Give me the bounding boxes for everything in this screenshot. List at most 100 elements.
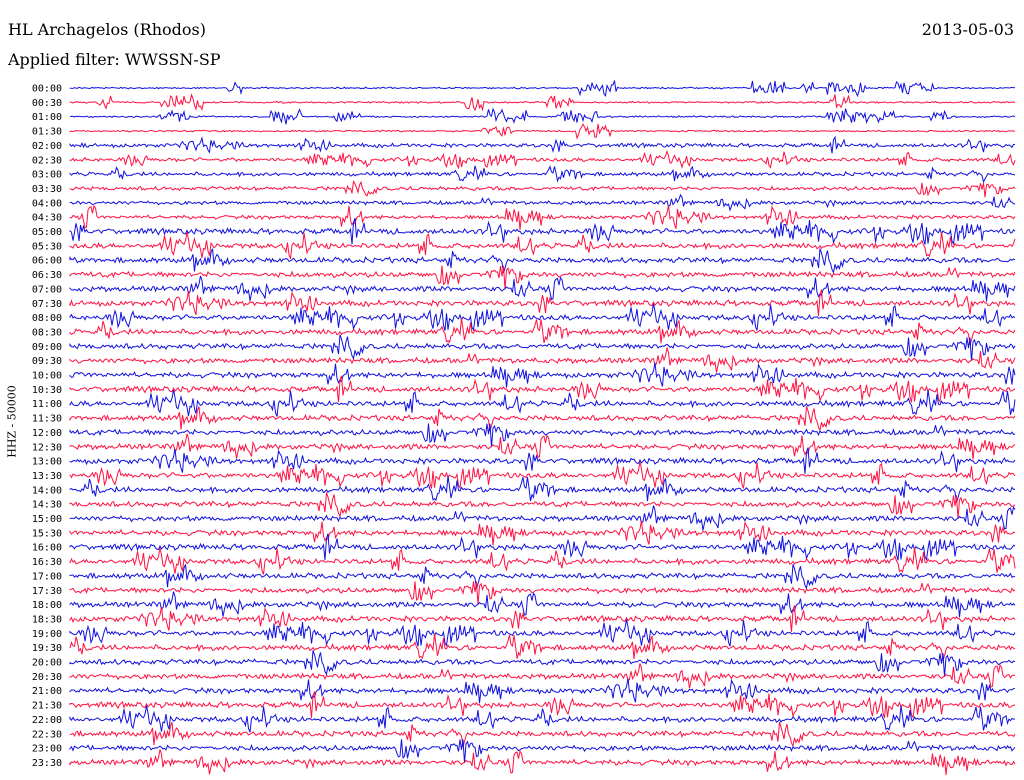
time-label: 08:30 [32, 327, 62, 338]
trace-line [69, 705, 1016, 733]
time-label: 22:00 [32, 715, 62, 726]
time-label: 05:30 [32, 241, 62, 252]
time-label: 21:00 [32, 686, 62, 697]
trace-line [69, 650, 1016, 677]
time-label: 23:00 [32, 744, 62, 755]
station-title: HL Archagelos (Rhodos) [8, 20, 206, 39]
trace-line [69, 633, 1016, 661]
time-label: 09:00 [32, 342, 62, 353]
trace-line [69, 492, 1016, 519]
time-label: 05:00 [32, 227, 62, 238]
trace-line [69, 334, 1016, 362]
filter-label: Applied filter: WWSSN-SP [8, 50, 221, 69]
time-label: 02:00 [32, 141, 62, 152]
trace-line [69, 289, 1016, 317]
trace-line [69, 149, 1016, 170]
trace-line [69, 107, 1016, 125]
trace-line [69, 217, 1016, 246]
trace-line [69, 423, 1016, 448]
time-label: 21:30 [32, 701, 62, 712]
time-label: 14:00 [32, 485, 62, 496]
trace-line [69, 581, 1016, 606]
time-label: 15:30 [32, 528, 62, 539]
trace-line [69, 165, 1016, 184]
time-label: 20:30 [32, 672, 62, 683]
trace-line [69, 389, 1016, 417]
time-label: 17:00 [32, 571, 62, 582]
time-label: 00:30 [32, 98, 62, 109]
trace-line [69, 248, 1016, 274]
time-label: 18:00 [32, 600, 62, 611]
time-label: 01:30 [32, 127, 62, 138]
trace-line [69, 533, 1016, 561]
time-label: 07:00 [32, 284, 62, 295]
trace-line [69, 739, 1016, 763]
trace-line [69, 461, 1016, 489]
trace-line [69, 678, 1016, 704]
trace-line [69, 433, 1016, 460]
time-label: 07:30 [32, 299, 62, 310]
trace-line [69, 318, 1016, 345]
trace-line [69, 475, 1016, 503]
trace-line [69, 547, 1016, 575]
trace-line [69, 619, 1016, 647]
time-label: 02:30 [32, 155, 62, 166]
time-label: 23:30 [32, 758, 62, 769]
time-label: 12:00 [32, 428, 62, 439]
trace-line [69, 303, 1016, 332]
time-label: 14:30 [32, 500, 62, 511]
time-label: 16:00 [32, 543, 62, 554]
time-label: 19:30 [32, 643, 62, 654]
time-label: 06:00 [32, 256, 62, 267]
trace-line [69, 275, 1016, 302]
trace-line [69, 135, 1016, 154]
time-label: 04:30 [32, 213, 62, 224]
trace-line [69, 265, 1016, 290]
trace-line [69, 564, 1016, 590]
time-label: 18:30 [32, 614, 62, 625]
time-label: 13:30 [32, 471, 62, 482]
trace-line [69, 447, 1016, 474]
trace-line [69, 362, 1016, 388]
time-label: 10:30 [32, 385, 62, 396]
time-label: 03:00 [32, 170, 62, 181]
trace-line [69, 406, 1016, 432]
trace-line [69, 591, 1016, 618]
time-label: 16:30 [32, 557, 62, 568]
time-label: 19:00 [32, 629, 62, 640]
date-label: 2013-05-03 [921, 20, 1014, 39]
time-label: 04:00 [32, 198, 62, 209]
trace-line [69, 123, 1016, 140]
trace-line [69, 691, 1016, 719]
time-label: 01:00 [32, 112, 62, 123]
trace-line [69, 663, 1016, 689]
time-label: 22:30 [32, 729, 62, 740]
time-label: 13:00 [32, 457, 62, 468]
trace-line [69, 605, 1016, 632]
time-label: 11:30 [32, 414, 62, 425]
time-label: 17:30 [32, 586, 62, 597]
trace-line [69, 80, 1016, 98]
time-label: 10:00 [32, 371, 62, 382]
time-label: 08:00 [32, 313, 62, 324]
trace-line [69, 180, 1016, 198]
trace-line [69, 204, 1016, 230]
time-label: 09:30 [32, 356, 62, 367]
time-label: 00:00 [32, 84, 62, 95]
trace-line [69, 231, 1016, 259]
time-label: 12:30 [32, 442, 62, 453]
time-label: 06:30 [32, 270, 62, 281]
trace-line [69, 749, 1016, 776]
trace-line [69, 721, 1016, 748]
trace-line [69, 505, 1016, 531]
time-label: 03:30 [32, 184, 62, 195]
time-label: 20:00 [32, 658, 62, 669]
trace-line [69, 375, 1016, 403]
trace-line [69, 193, 1016, 212]
trace-line [69, 347, 1016, 373]
trace-line [69, 520, 1016, 546]
time-label: 11:00 [32, 399, 62, 410]
trace-line [69, 93, 1016, 112]
time-label: 15:00 [32, 514, 62, 525]
